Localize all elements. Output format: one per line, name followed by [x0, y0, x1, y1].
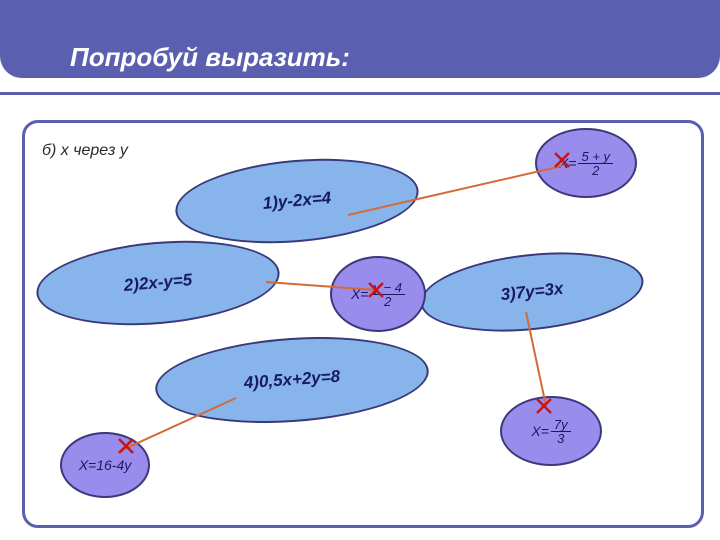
- answer-center-expr: X= y − 4 2: [351, 281, 405, 308]
- answer-center-prefix: X=: [351, 286, 369, 302]
- answer-br-den: 3: [554, 432, 567, 445]
- answer-br-prefix: X=: [531, 423, 549, 439]
- eq-1: 1)y-2x=4: [262, 188, 332, 214]
- fraction-icon: 5 + y 2: [578, 150, 613, 177]
- eq-2: 2)2x-y=5: [123, 270, 193, 296]
- header: Попробуй выразить:: [0, 0, 720, 92]
- answer-bubble-bottom-left: X=16-4y: [60, 432, 150, 498]
- slide: Попробуй выразить: б) x через y 1)y-2x=4…: [0, 0, 720, 540]
- header-underline: [0, 92, 720, 95]
- fraction-icon: 7y 3: [551, 418, 571, 445]
- fraction-icon: y − 4 2: [370, 281, 405, 308]
- page-title: Попробуй выразить:: [70, 42, 350, 73]
- eq-3: 3)7y=3x: [500, 279, 565, 305]
- answer-br-expr: X= 7y 3: [531, 418, 570, 445]
- subhead: б) x через y: [42, 142, 128, 160]
- answer-bubble-center: X= y − 4 2: [330, 256, 426, 332]
- answer-tr-prefix: X=: [559, 155, 577, 171]
- answer-tr-den: 2: [589, 164, 602, 177]
- answer-tr-expr: X= 5 + y 2: [559, 150, 613, 177]
- answer-center-num: y − 4: [370, 281, 405, 295]
- eq-4: 4)0,5x+2y=8: [243, 367, 341, 394]
- answer-tr-num: 5 + y: [578, 150, 613, 164]
- answer-bl-text: X=16-4y: [79, 457, 132, 473]
- answer-br-num: 7y: [551, 418, 571, 432]
- answer-bubble-bottom-right: X= 7y 3: [500, 396, 602, 466]
- answer-bubble-top-right: X= 5 + y 2: [535, 128, 637, 198]
- answer-center-den: 2: [381, 295, 394, 308]
